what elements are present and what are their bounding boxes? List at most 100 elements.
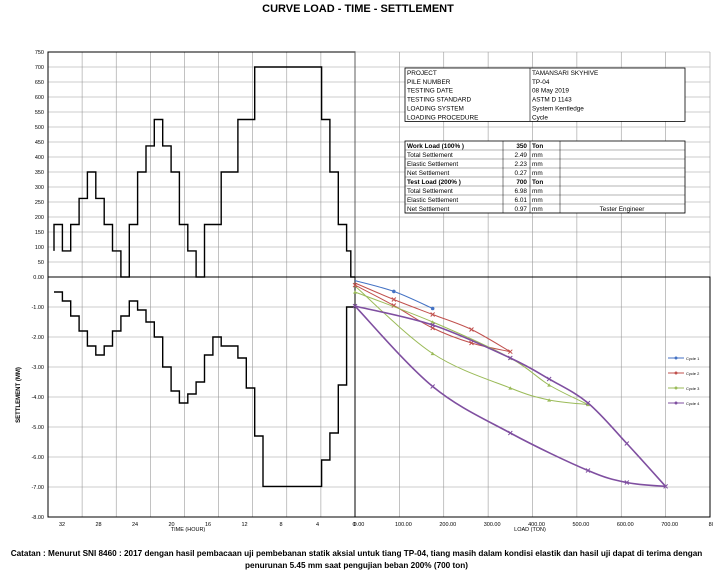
results-unit: mm — [532, 197, 543, 204]
load-axis-tick-label: 500.00 — [572, 522, 589, 528]
results-unit: mm — [532, 161, 543, 168]
results-label: Net Settlement — [407, 206, 449, 213]
results-unit: Ton — [532, 143, 543, 150]
load-tick-label: 750 — [35, 50, 44, 56]
load-tick-label: 600 — [35, 95, 44, 101]
results-unit: mm — [532, 152, 543, 159]
results-table: Work Load (100% ) 350 Ton Total Settlement 2… — [404, 140, 686, 214]
info-label: PILE NUMBER — [407, 79, 451, 86]
info-label: PROJECT — [407, 70, 437, 77]
results-unit: Ton — [532, 179, 543, 186]
settlement-axis-label: SETTLEMENT (MM) — [16, 367, 22, 423]
load-axis-label: LOAD (TON) — [514, 527, 546, 533]
point-marker — [507, 349, 513, 355]
load-tick-label: 700 — [35, 65, 44, 71]
point-marker — [430, 384, 436, 389]
settlement-tick-label: -2.00 — [31, 335, 44, 341]
point-marker — [507, 430, 513, 436]
tester-label: Tester Engineer — [600, 206, 646, 213]
results-unit: mm — [532, 206, 543, 213]
point-marker — [507, 355, 513, 361]
results-value: 6.98 — [515, 188, 528, 195]
curve-cycle-1 — [354, 280, 433, 309]
load-axis-tick-label: 400.00 — [528, 522, 545, 528]
load-axis-tick-label: 700.00 — [661, 522, 678, 528]
project-info-table: PROJECT TAMANSARI SKYHIVE PILE NUMBER TP-04… — [404, 67, 686, 122]
results-value: 2.23 — [515, 161, 528, 168]
time-tick-label: 4 — [316, 522, 319, 528]
right-frame — [354, 276, 711, 518]
load-tick-label: 100 — [35, 245, 44, 251]
curve-cycle-3 — [354, 285, 589, 405]
results-value: 700 — [516, 179, 527, 186]
info-value: System Kentledge — [532, 106, 584, 113]
time-tick-label: 24 — [132, 522, 138, 528]
load-tick-label: 0.00 — [33, 275, 44, 281]
point-marker — [430, 312, 436, 317]
results-label: Elastic Settlement — [407, 161, 458, 168]
time-tick-label: 32 — [59, 522, 65, 528]
results-label: Work Load (100% ) — [407, 143, 464, 150]
point-marker — [392, 289, 396, 294]
info-label: TESTING STANDARD — [407, 97, 472, 104]
info-frame — [404, 67, 686, 122]
info-label: LOADING PROCEDURE — [407, 114, 478, 121]
settlement-tick-label: -8.00 — [31, 515, 44, 521]
results-unit: mm — [532, 170, 543, 177]
settlement-tick-label: -4.00 — [31, 395, 44, 401]
results-value: 2.49 — [515, 152, 528, 159]
point-marker — [585, 468, 591, 473]
load-axis-tick-label: 200.00 — [439, 522, 456, 528]
point-marker — [624, 480, 630, 485]
left-plot-area — [47, 51, 710, 518]
point-marker — [430, 322, 436, 328]
point-marker — [353, 290, 357, 294]
load-axis-tick-label: 600.00 — [617, 522, 634, 528]
results-label: Elastic Settlement — [407, 197, 458, 204]
time-tick-label: 16 — [205, 522, 211, 528]
footnote: Catatan : Menurut SNI 8460 : 2017 dengan… — [10, 549, 703, 570]
settlement-tick-label: -7.00 — [31, 485, 44, 491]
point-marker — [624, 441, 630, 446]
curve-cycle-4 — [354, 305, 666, 488]
curve-cycle-4-unload — [354, 305, 667, 487]
legend-marker — [674, 401, 678, 405]
point-marker — [546, 376, 552, 382]
results-value: 350 — [516, 143, 527, 150]
legend-label: Cycle 2 — [686, 371, 700, 376]
load-tick-label: 50 — [38, 260, 44, 266]
time-tick-label: 28 — [95, 522, 101, 528]
point-marker — [469, 327, 474, 332]
info-value: TP-04 — [532, 79, 550, 86]
results-label: Net Settlement — [407, 170, 449, 177]
point-marker — [352, 303, 358, 309]
load-tick-label: 350 — [35, 170, 44, 176]
legend-marker — [674, 356, 678, 360]
time-tick-label: 8 — [279, 522, 282, 528]
results-label: Total Settlement — [407, 152, 453, 159]
left-frame — [47, 51, 356, 518]
series-layer — [53, 66, 668, 489]
legend-marker — [674, 371, 678, 375]
legend-label: Cycle 1 — [686, 356, 700, 361]
info-value: Cycle — [532, 114, 548, 121]
load-tick-label: 150 — [35, 230, 44, 236]
info-value: ASTM D 1143 — [532, 97, 572, 104]
results-value: 0.27 — [515, 170, 528, 177]
labels-layer: 7507006506005505004504003503002502001501… — [16, 50, 713, 533]
point-marker — [352, 282, 358, 288]
point-marker — [430, 306, 435, 311]
results-label: Test Load (200% ) — [407, 179, 461, 186]
load-axis-tick-label: 800. — [709, 522, 713, 528]
settlement-tick-label: -5.00 — [31, 425, 44, 431]
load-tick-label: 300 — [35, 185, 44, 191]
load-tick-label: 550 — [35, 110, 44, 116]
load-tick-label: 650 — [35, 80, 44, 86]
curve-cycle-2-unload — [354, 284, 511, 353]
results-unit: mm — [532, 188, 543, 195]
info-value: TAMANSARI SKYHIVE — [532, 70, 598, 77]
info-label: TESTING DATE — [407, 88, 453, 95]
results-value: 0.97 — [515, 206, 528, 213]
results-label: Total Settlement — [407, 188, 453, 195]
load-tick-label: 200 — [35, 215, 44, 221]
